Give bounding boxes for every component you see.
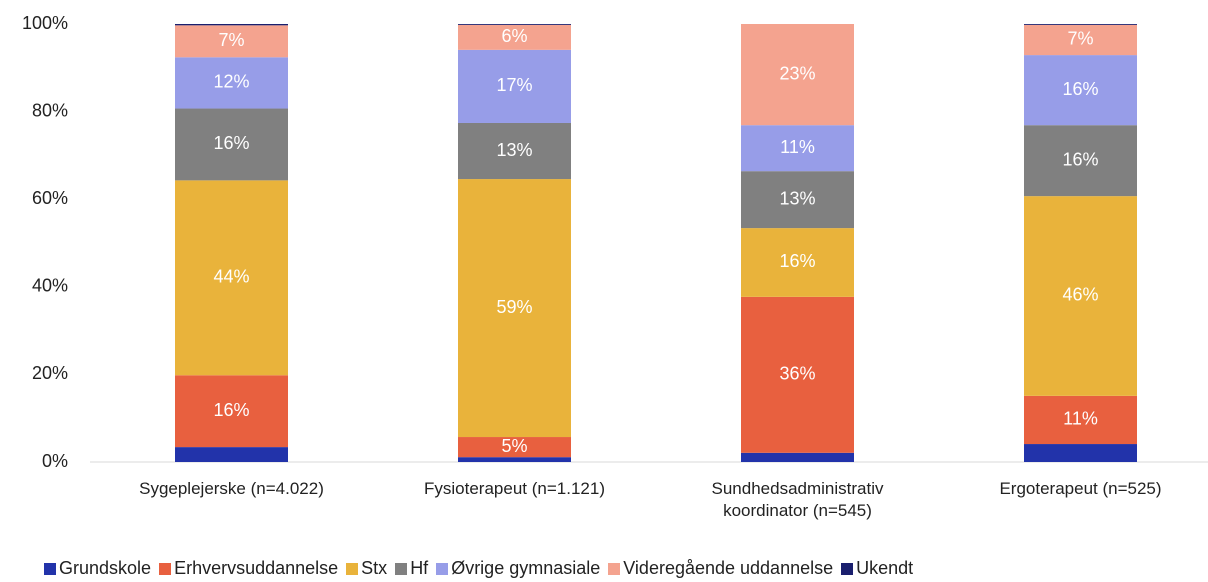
data-label: 36% bbox=[779, 364, 815, 384]
bar-segment bbox=[741, 296, 854, 453]
legend-label: Erhvervsuddannelse bbox=[174, 558, 339, 578]
data-label: 7% bbox=[218, 30, 244, 50]
bar-segment bbox=[458, 179, 571, 438]
chart: 0% 20% 40% 60% 80% 100% 16% 44% 16% 12% 7% 5% 59% 13%… bbox=[22, 13, 1208, 471]
data-label: 16% bbox=[1062, 149, 1098, 169]
legend-swatch bbox=[841, 562, 854, 575]
legend-label: Ukendt bbox=[856, 558, 914, 578]
data-label: 16% bbox=[1062, 79, 1098, 99]
legend-item: Stx bbox=[346, 558, 387, 579]
legend-item: Øvrige gymnasiale bbox=[436, 558, 600, 579]
bar-segment bbox=[1024, 444, 1137, 462]
y-tick-label: 0% bbox=[42, 451, 68, 471]
y-tick-label: 60% bbox=[32, 188, 68, 208]
bar-segment bbox=[175, 375, 288, 448]
legend-item: Erhvervsuddannelse bbox=[159, 558, 338, 579]
legend-item: Hf bbox=[395, 558, 428, 579]
data-label: 13% bbox=[779, 188, 815, 208]
bar-segment bbox=[458, 24, 571, 25]
legend-label: Hf bbox=[410, 558, 429, 578]
data-label: 59% bbox=[496, 297, 532, 317]
legend-label: Grundskole bbox=[59, 558, 152, 578]
bar-segment bbox=[741, 125, 854, 172]
legend-label: Stx bbox=[361, 558, 388, 578]
bar-segment bbox=[175, 57, 288, 109]
data-label: 23% bbox=[779, 63, 815, 83]
bar-segment bbox=[458, 122, 571, 180]
y-tick-label: 40% bbox=[32, 276, 68, 296]
bar-segment bbox=[1024, 395, 1137, 445]
bar-segment bbox=[458, 437, 571, 458]
bar-segment bbox=[458, 457, 571, 462]
legend-swatch bbox=[346, 562, 359, 575]
legend-swatch bbox=[608, 562, 621, 575]
y-tick-label: 100% bbox=[22, 13, 68, 33]
data-label: 11% bbox=[780, 137, 815, 157]
legend: Grundskole Erhvervsuddannelse Stx Hf Øvrige … bbox=[44, 558, 1208, 579]
bar-segment bbox=[741, 228, 854, 297]
legend-swatch bbox=[395, 562, 408, 575]
bar-segment bbox=[175, 108, 288, 181]
bar-segment bbox=[1024, 24, 1137, 56]
data-label: 13% bbox=[496, 140, 532, 160]
x-tick-label: Sundhedsadministrativ koordinator (n=545… bbox=[711, 479, 884, 520]
data-label: 11% bbox=[1063, 409, 1098, 429]
bar-segment bbox=[741, 24, 854, 126]
legend-label: Videregående uddannelse bbox=[623, 558, 834, 578]
data-label: 16% bbox=[779, 251, 815, 271]
legend-swatch bbox=[436, 562, 449, 575]
bar-segment bbox=[741, 171, 854, 229]
legend-label: Øvrige gymnasiale bbox=[451, 558, 601, 578]
y-tick-label: 80% bbox=[32, 100, 68, 120]
bar-segment bbox=[1024, 55, 1137, 126]
bar-segment bbox=[1024, 196, 1137, 396]
data-label: 12% bbox=[213, 72, 249, 92]
legend-swatch bbox=[159, 562, 172, 575]
bar-segment bbox=[175, 180, 288, 376]
legend-swatch bbox=[44, 562, 56, 575]
bar-segment bbox=[175, 447, 288, 462]
data-label: 16% bbox=[213, 133, 249, 153]
x-tick-label: Sygeplejerske (n=4.022) bbox=[139, 479, 324, 498]
legend-item: Grundskole bbox=[44, 558, 151, 579]
data-label: 17% bbox=[496, 75, 532, 95]
y-tick-label: 20% bbox=[32, 363, 68, 383]
bar-segment bbox=[175, 24, 288, 26]
data-label: 7% bbox=[1067, 29, 1093, 49]
data-label: 16% bbox=[213, 400, 249, 420]
bar-segment bbox=[175, 25, 288, 58]
x-tick-label: Fysioterapeut (n=1.121) bbox=[424, 479, 605, 498]
data-label: 6% bbox=[501, 26, 527, 46]
legend-item: Videregående uddannelse bbox=[608, 558, 833, 579]
bar-segment bbox=[1024, 24, 1137, 25]
bar-segment bbox=[741, 452, 854, 462]
bar-segment bbox=[1024, 125, 1137, 197]
bar-segment bbox=[458, 24, 571, 50]
data-label: 46% bbox=[1062, 285, 1098, 305]
legend-item: Ukendt bbox=[841, 558, 913, 579]
bar-segment bbox=[458, 49, 571, 123]
data-label: 5% bbox=[501, 436, 527, 456]
x-tick-label: Ergoterapeut (n=525) bbox=[999, 479, 1162, 498]
data-label: 44% bbox=[213, 267, 249, 287]
